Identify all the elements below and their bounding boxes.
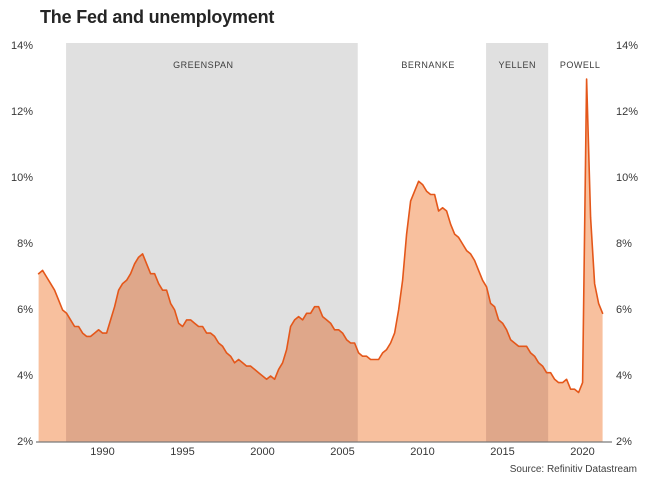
x-axis-tick-2015: 2015 bbox=[490, 446, 515, 458]
x-axis-tick-2000: 2000 bbox=[250, 446, 275, 458]
y-axis-tick-left-4: 4% bbox=[17, 369, 33, 382]
x-axis-tick-1995: 1995 bbox=[170, 446, 195, 458]
x-axis-tick-2010: 2010 bbox=[410, 446, 435, 458]
y-axis-tick-right-4: 4% bbox=[616, 369, 632, 382]
x-axis-tick-1990: 1990 bbox=[90, 446, 115, 458]
x-axis-tick-2005: 2005 bbox=[330, 446, 355, 458]
y-axis-tick-left-8: 8% bbox=[17, 237, 33, 250]
y-axis-tick-right-8: 8% bbox=[616, 237, 632, 250]
y-axis-tick-right-14: 14% bbox=[616, 39, 639, 52]
fed-chair-label-greenspan: GREENSPAN bbox=[173, 60, 234, 70]
x-axis-tick-2020: 2020 bbox=[570, 446, 595, 458]
fed-chair-label-yellen: YELLEN bbox=[498, 60, 537, 70]
fed-chair-label-bernanke: BERNANKE bbox=[401, 60, 455, 70]
y-axis-tick-left-6: 6% bbox=[17, 303, 33, 316]
y-axis-tick-left-10: 10% bbox=[10, 171, 33, 184]
fed-chair-label-powell: POWELL bbox=[559, 60, 601, 70]
y-axis-tick-left-12: 12% bbox=[10, 105, 33, 118]
source-credit: Source: Refinitiv Datastream bbox=[509, 464, 637, 475]
y-axis-tick-right-12: 12% bbox=[616, 105, 639, 118]
y-axis-tick-right-6: 6% bbox=[616, 303, 632, 316]
y-axis-tick-left-2: 2% bbox=[17, 435, 33, 448]
y-axis-tick-left-14: 14% bbox=[10, 39, 33, 52]
unemployment-line bbox=[37, 78, 604, 394]
y-axis-tick-right-10: 10% bbox=[616, 171, 639, 184]
y-axis-tick-right-2: 2% bbox=[616, 435, 632, 448]
chart-title: The Fed and unemployment bbox=[40, 7, 275, 27]
